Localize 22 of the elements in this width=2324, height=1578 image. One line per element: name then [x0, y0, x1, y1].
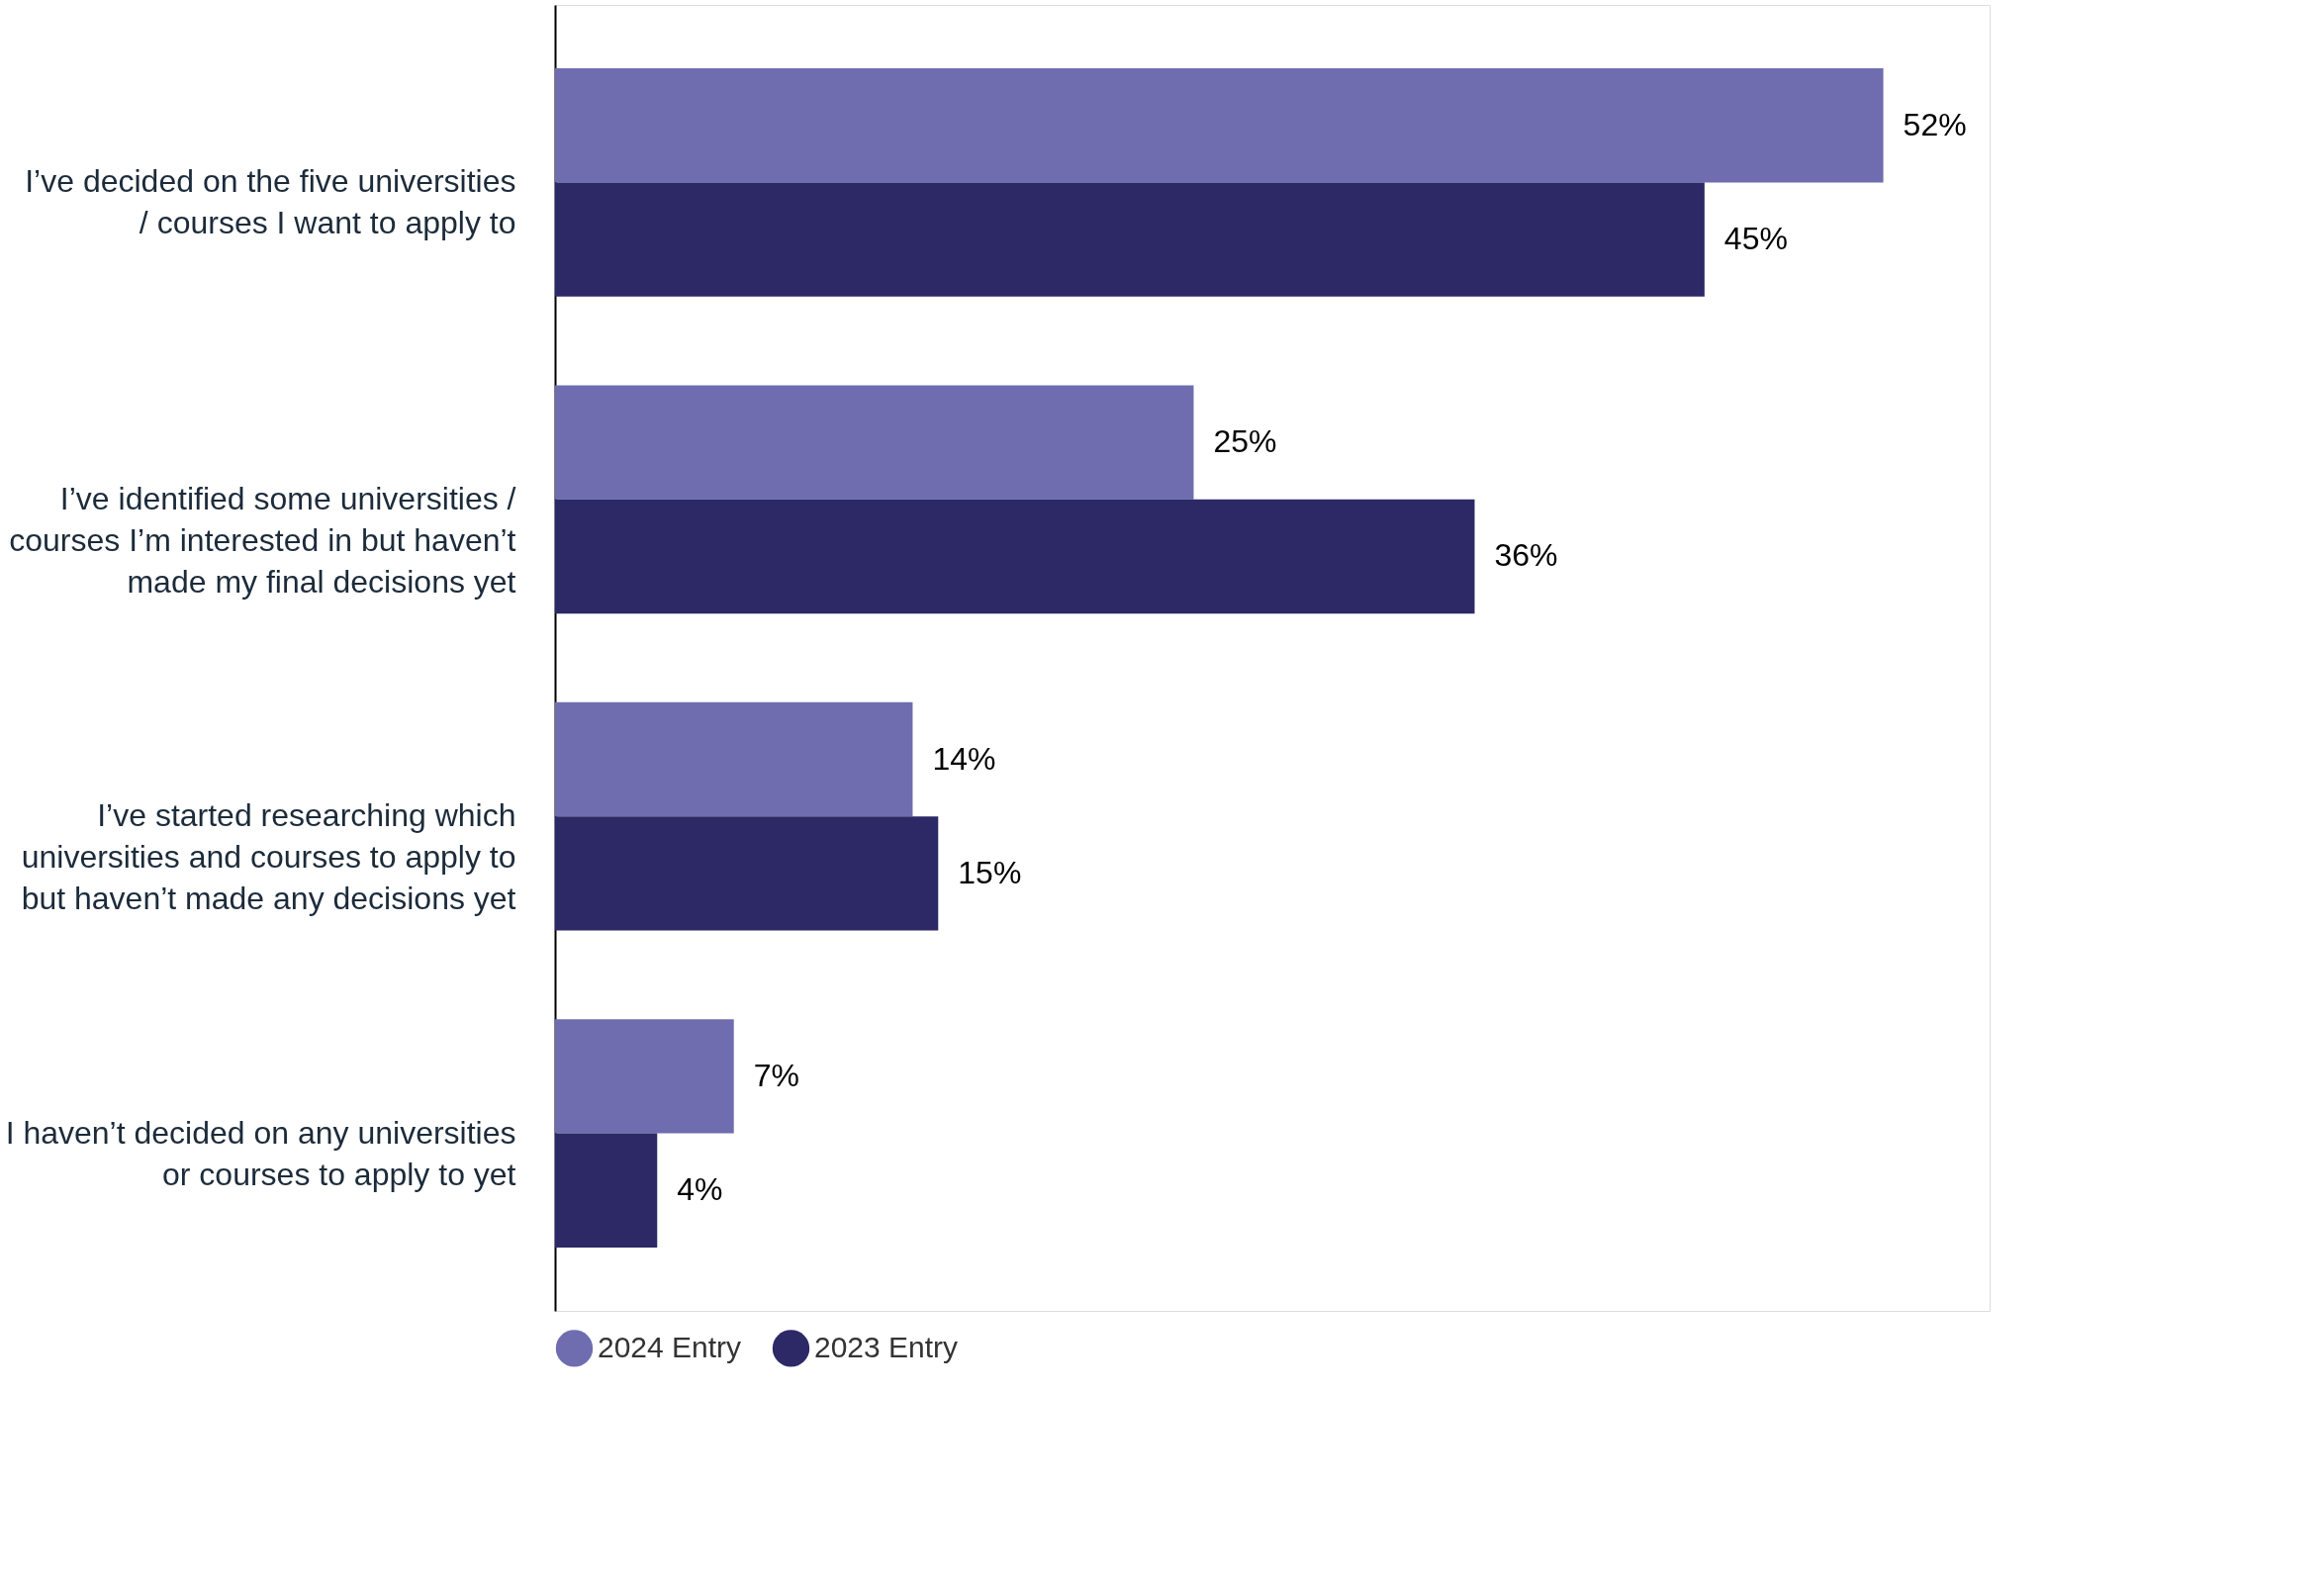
- y-tick-label: I’ve identified some universities / courses I’m interested in but haven’t made my final decisions yet: [9, 480, 516, 600]
- data-label: 52%: [1903, 106, 1967, 142]
- data-label: 7%: [753, 1057, 799, 1093]
- bar: [555, 68, 1884, 183]
- y-tick-label: I’ve decided on the five universities / courses I want to apply to: [25, 163, 516, 241]
- y-tick-label: I haven’t decided on any universities or courses to apply to yet: [5, 1114, 516, 1192]
- data-label: 14%: [932, 740, 996, 777]
- data-label: 4%: [677, 1171, 723, 1208]
- bar: [555, 499, 1475, 614]
- y-tick-label: I’ve started researching which universities and courses to apply to but haven’t made any decisions yet: [21, 797, 516, 917]
- data-label: 45%: [1723, 221, 1788, 257]
- bar: [555, 182, 1705, 297]
- legend-label: 2024 Entry: [598, 1330, 742, 1363]
- data-label: 25%: [1213, 423, 1277, 460]
- bar: [555, 816, 939, 931]
- bar: [555, 701, 913, 817]
- legend-label: 2023 Entry: [814, 1330, 959, 1363]
- bar: [555, 1133, 658, 1248]
- bar: [555, 1019, 734, 1134]
- data-label: 15%: [958, 854, 1022, 890]
- data-label: 36%: [1494, 537, 1558, 574]
- bar: [555, 385, 1194, 500]
